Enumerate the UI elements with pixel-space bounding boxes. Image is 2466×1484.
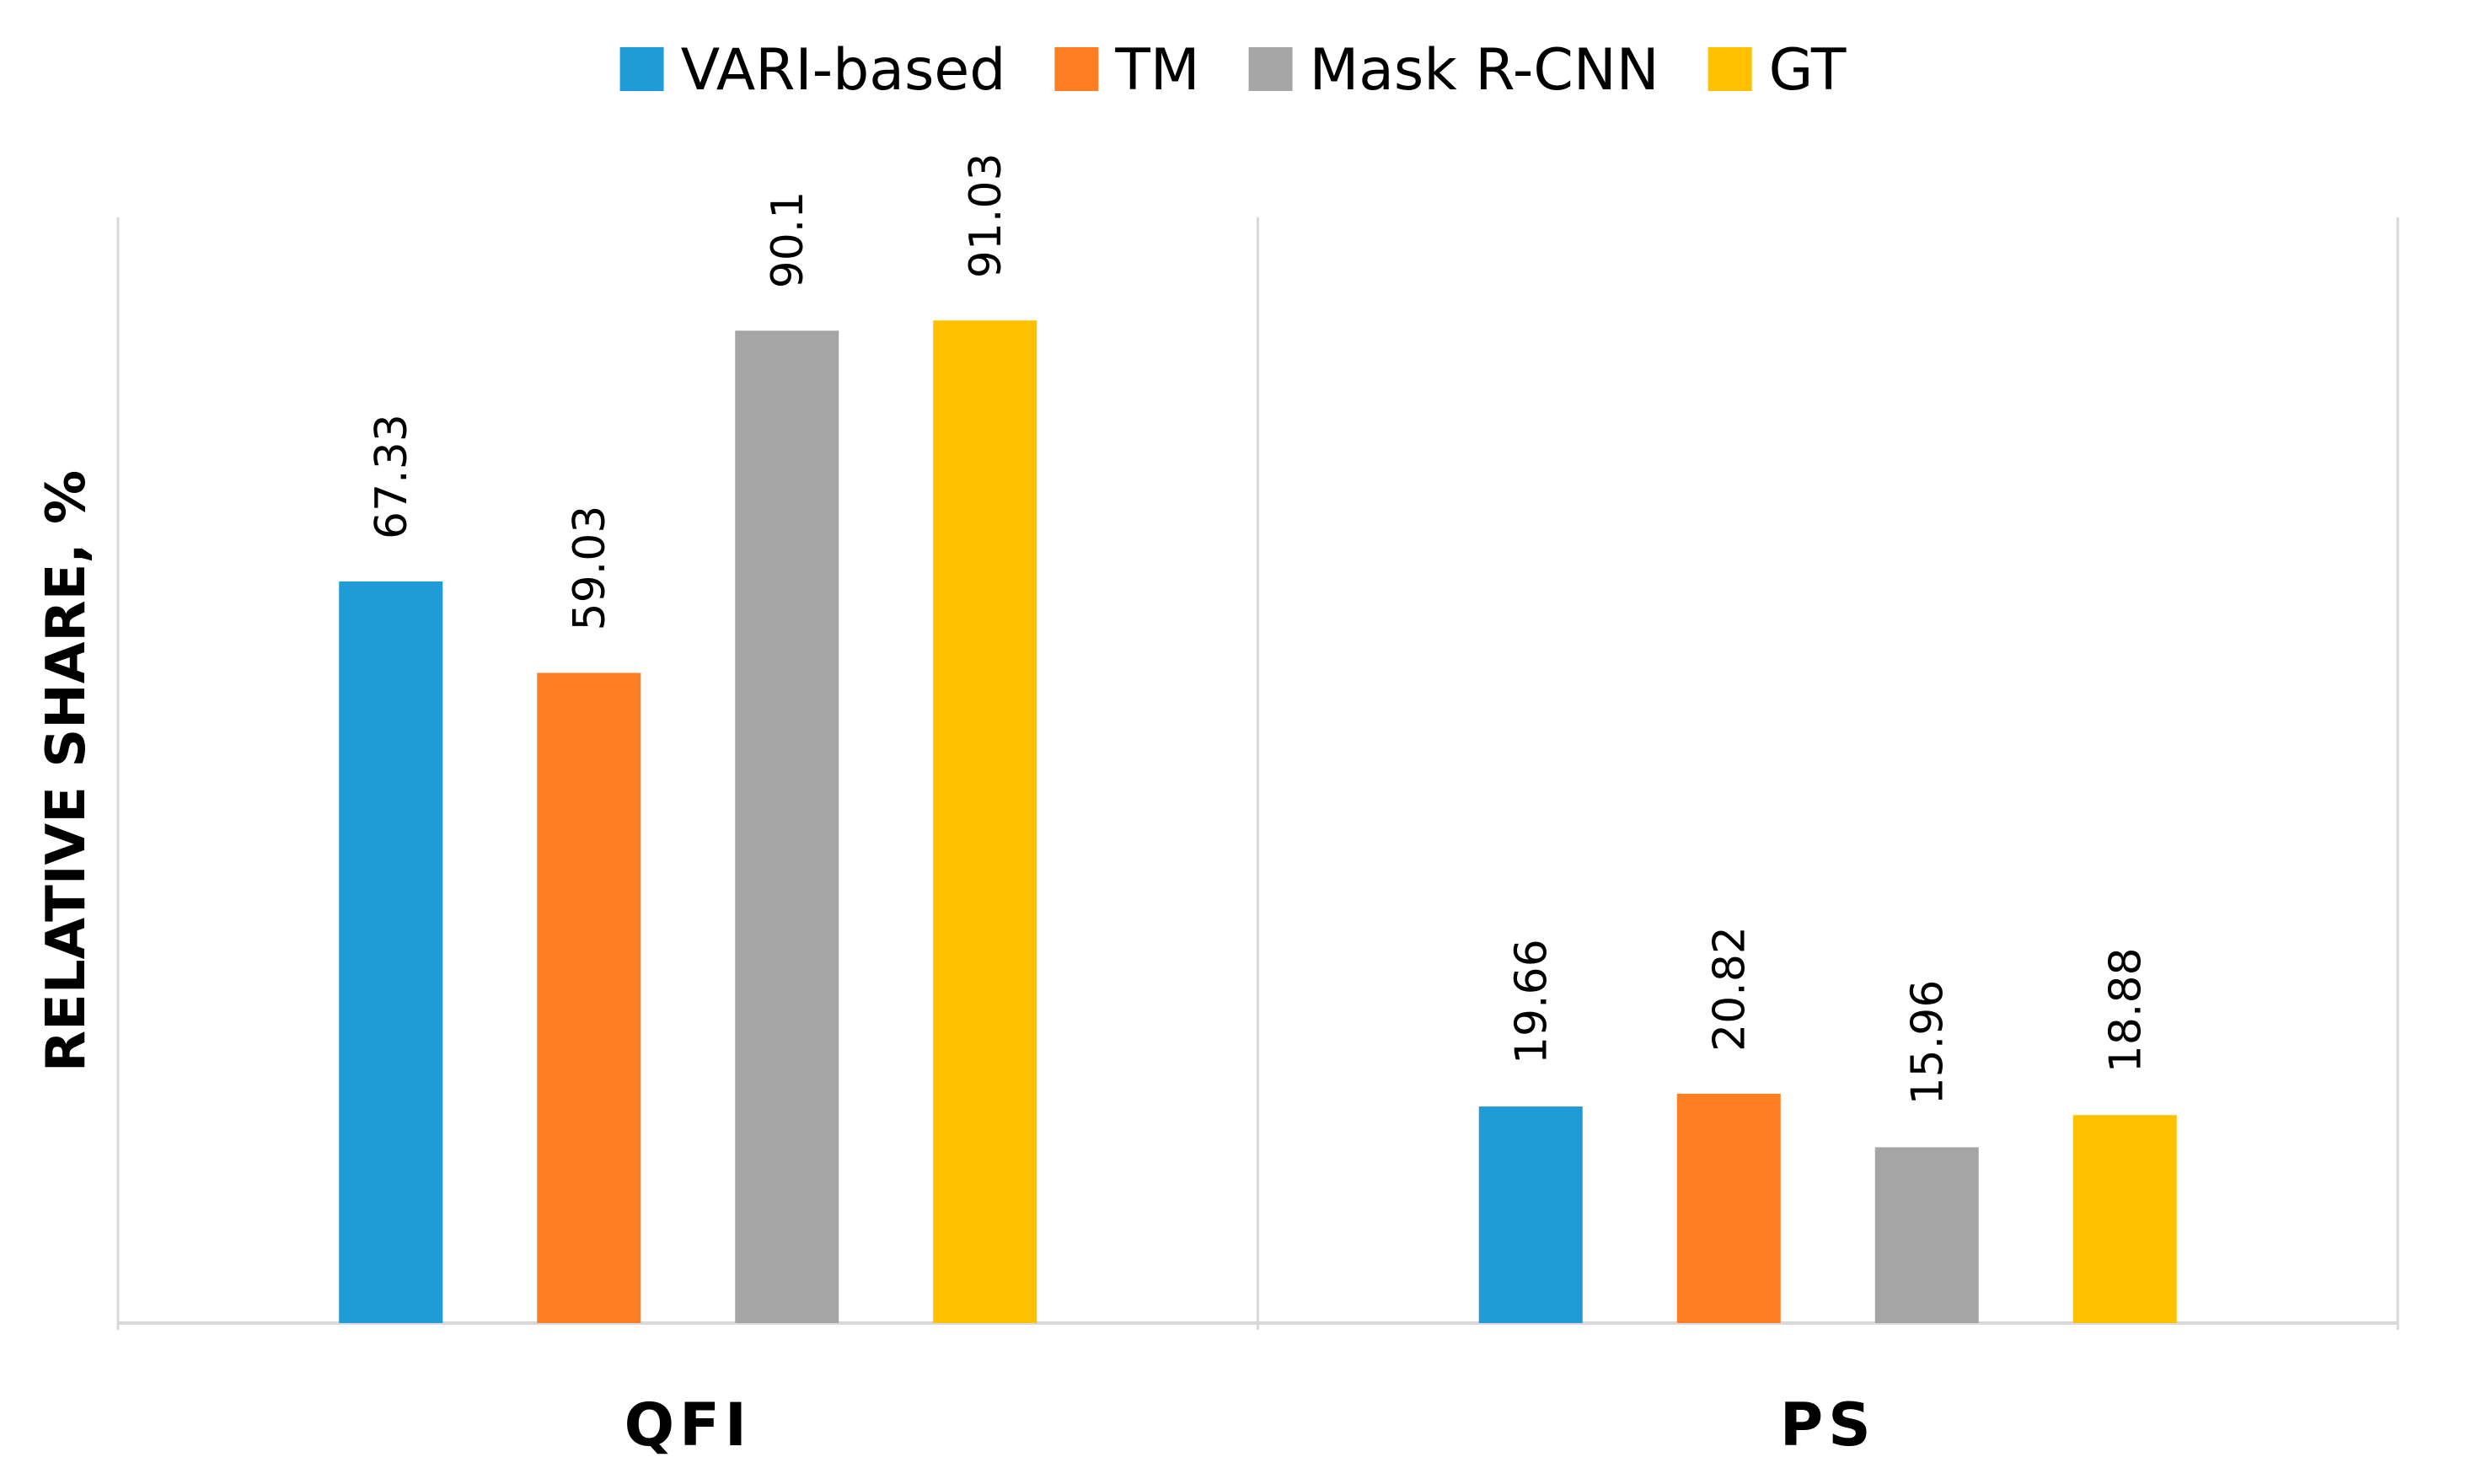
data-label: 15.96 — [1902, 980, 1953, 1106]
category-labels: QFI PS — [625, 1390, 1876, 1460]
bar-qfi-gt — [933, 320, 1037, 1323]
data-label: 90.1 — [763, 191, 813, 289]
data-label: 20.82 — [1704, 926, 1755, 1052]
bar-ps-gt — [2072, 1115, 2177, 1323]
bar-ps-mask-r-cnn — [1874, 1147, 1979, 1323]
data-label: 19.66 — [1506, 939, 1557, 1064]
data-label: 91.03 — [961, 153, 1011, 278]
data-label: 59.03 — [565, 506, 615, 631]
category-label-ps: PS — [1780, 1390, 1876, 1460]
data-labels: 67.33 59.03 90.1 91.03 19.66 20.82 15.96 18.88 — [367, 153, 2152, 1105]
y-axis-label: RELATIVE SHARE, % — [35, 470, 98, 1072]
legend-label: GT — [1769, 37, 1847, 104]
bar-ps-tm — [1676, 1093, 1781, 1323]
legend-swatch — [1707, 47, 1752, 91]
axes — [116, 217, 2399, 1330]
legend-swatch — [619, 47, 664, 91]
legend: VARI-based TM Mask R-CNN GT — [619, 37, 1847, 104]
category-label-qfi: QFI — [625, 1390, 752, 1460]
bar-qfi-vari-based — [339, 581, 443, 1323]
legend-swatch — [1054, 47, 1099, 91]
legend-swatch — [1248, 47, 1293, 91]
legend-label: Mask R-CNN — [1310, 37, 1659, 104]
bar-qfi-mask-r-cnn — [735, 330, 839, 1323]
legend-label: TM — [1114, 37, 1199, 104]
legend-label: VARI-based — [681, 37, 1006, 104]
data-label: 18.88 — [2100, 947, 2151, 1073]
bars — [339, 320, 2177, 1323]
bar-ps-vari-based — [1478, 1106, 1583, 1323]
bar-qfi-tm — [537, 672, 641, 1323]
data-label: 67.33 — [367, 414, 417, 539]
